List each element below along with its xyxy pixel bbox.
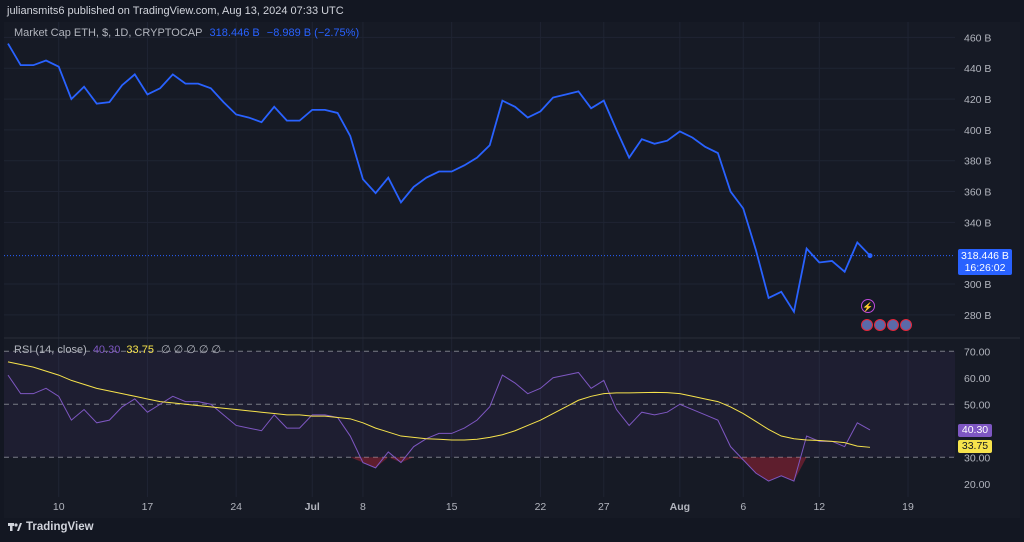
rsi-oversold-fill bbox=[388, 457, 414, 463]
rsi-legend-value: 40.30 bbox=[92, 344, 121, 356]
rsi-legend[interactable]: RSI (14, close) 40.30 33.75 ∅ ∅ ∅ ∅ ∅ bbox=[14, 343, 221, 356]
x-axis-label: 22 bbox=[535, 501, 547, 513]
x-axis-label: 6 bbox=[740, 501, 746, 513]
footer-bar bbox=[0, 518, 1024, 542]
price-legend-value: 318.446 B bbox=[209, 27, 260, 39]
rsi-ma-value-tag: 33.75 bbox=[958, 440, 992, 453]
rsi-oversold-fill bbox=[350, 457, 389, 468]
price-legend-title: Market Cap ETH, $, 1D, CRYPTOCAP bbox=[14, 27, 203, 39]
price-axis-label: 400 B bbox=[964, 125, 991, 137]
us-flag-icon[interactable] bbox=[887, 319, 899, 331]
price-axis-label: 300 B bbox=[964, 279, 991, 291]
last-price-point bbox=[867, 253, 873, 259]
header-bar bbox=[0, 0, 1024, 22]
x-axis-label: Aug bbox=[670, 501, 690, 513]
rsi-line bbox=[7, 371, 871, 482]
us-flag-icon[interactable] bbox=[861, 319, 873, 331]
us-flag-icon[interactable] bbox=[900, 319, 912, 331]
price-axis-label: 380 B bbox=[964, 156, 991, 168]
x-axis-label: Jul bbox=[305, 501, 320, 513]
price-axis-label: 460 B bbox=[964, 32, 991, 44]
economic-events[interactable] bbox=[861, 319, 913, 331]
rsi-band-background bbox=[4, 351, 955, 458]
last-price-tag: 318.446 B 16:26:02 bbox=[958, 249, 1012, 275]
rsi-ma-legend-value: 33.75 bbox=[126, 344, 154, 356]
price-legend[interactable]: Market Cap ETH, $, 1D, CRYPTOCAP 318.446… bbox=[14, 27, 363, 39]
price-axis-label: 280 B bbox=[964, 310, 991, 322]
rsi-axis-label: 50.00 bbox=[964, 399, 990, 411]
x-axis-label: 27 bbox=[598, 501, 610, 513]
rsi-value-tag: 40.30 bbox=[958, 424, 992, 437]
rsi-ma-line bbox=[7, 361, 871, 448]
x-axis-label: 24 bbox=[230, 501, 242, 513]
last-price-value: 318.446 B bbox=[961, 250, 1009, 262]
tradingview-icon bbox=[8, 523, 22, 531]
rsi-legend-title: RSI (14, close) bbox=[14, 344, 87, 356]
rsi-axis-label: 20.00 bbox=[964, 479, 990, 491]
published-info: juliansmits6 published on TradingView.co… bbox=[7, 5, 344, 17]
x-axis-label: 8 bbox=[360, 501, 366, 513]
lightning-event-icon[interactable]: ⚡ bbox=[861, 299, 875, 313]
x-axis-label: 17 bbox=[142, 501, 154, 513]
us-flag-icon[interactable] bbox=[874, 319, 886, 331]
rsi-axis-label: 30.00 bbox=[964, 452, 990, 464]
x-axis-label: 12 bbox=[813, 501, 825, 513]
price-axis-label: 360 B bbox=[964, 187, 991, 199]
rsi-oversold-fill bbox=[730, 457, 807, 482]
price-axis-label: 340 B bbox=[964, 217, 991, 229]
tradingview-brand: TradingView bbox=[26, 521, 94, 533]
x-axis-label: 19 bbox=[902, 501, 914, 513]
price-axis-label: 440 B bbox=[964, 63, 991, 75]
price-line bbox=[7, 43, 871, 315]
rsi-axis-label: 60.00 bbox=[964, 373, 990, 385]
bar-countdown: 16:26:02 bbox=[964, 262, 1006, 274]
rsi-axis-label: 70.00 bbox=[964, 346, 990, 358]
price-axis-label: 420 B bbox=[964, 94, 991, 106]
price-legend-change: −8.989 B (−2.75%) bbox=[266, 27, 360, 39]
x-axis-label: 15 bbox=[446, 501, 458, 513]
x-axis-label: 10 bbox=[53, 501, 65, 513]
tradingview-logo[interactable]: TradingView bbox=[8, 521, 94, 533]
rsi-legend-empty-values: ∅ ∅ ∅ ∅ ∅ bbox=[161, 344, 222, 356]
